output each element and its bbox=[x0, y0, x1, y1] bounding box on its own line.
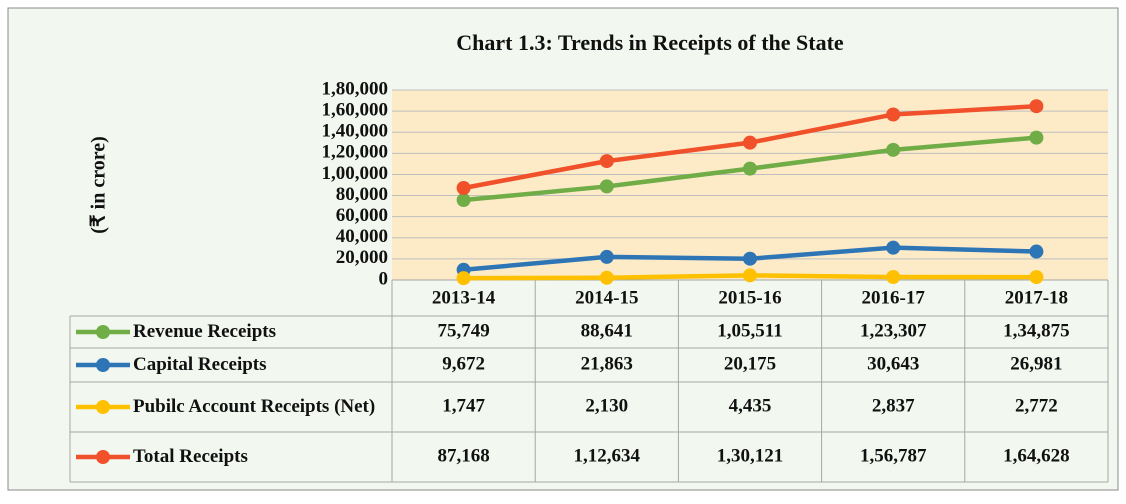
table-cell: 75,749 bbox=[437, 320, 489, 341]
series-marker bbox=[886, 107, 901, 122]
series-marker bbox=[743, 251, 757, 266]
legend-marker bbox=[96, 400, 110, 414]
legend-marker bbox=[96, 325, 110, 339]
table-cell: 1,23,307 bbox=[860, 320, 927, 341]
legend-cell: Capital Receipts bbox=[133, 348, 391, 382]
x-tick-label: 2015-16 bbox=[718, 287, 781, 308]
table-cell: 1,12,634 bbox=[574, 445, 641, 466]
x-tick-label: 2013-14 bbox=[432, 287, 496, 308]
series-marker bbox=[743, 268, 757, 283]
table-cell: 1,34,875 bbox=[1003, 320, 1070, 341]
table-cell: 2,837 bbox=[872, 395, 915, 416]
y-tick-label: 20,000 bbox=[336, 247, 388, 268]
series-marker bbox=[456, 271, 471, 286]
table-cell: 1,30,121 bbox=[717, 445, 784, 466]
table-cell: 30,643 bbox=[867, 353, 919, 374]
series-marker bbox=[599, 154, 614, 169]
table-cell: 1,747 bbox=[442, 395, 485, 416]
y-tick-label: 1,40,000 bbox=[322, 121, 389, 142]
series-marker bbox=[1029, 244, 1044, 259]
series-marker bbox=[599, 270, 614, 285]
table-cell: 1,05,511 bbox=[717, 320, 782, 341]
series-marker bbox=[886, 142, 901, 157]
y-tick-label: 1,20,000 bbox=[322, 142, 389, 163]
legend-label: Revenue Receipts bbox=[133, 321, 276, 342]
legend-cell: Total Receipts bbox=[133, 432, 391, 482]
legend-label-box: Total Receipts bbox=[133, 432, 391, 482]
series-marker bbox=[1029, 99, 1044, 114]
series-marker bbox=[599, 179, 614, 194]
table-cell: 20,175 bbox=[724, 353, 776, 374]
series-marker bbox=[1029, 270, 1044, 285]
x-tick-label: 2016-17 bbox=[862, 287, 926, 308]
table-cell: 26,981 bbox=[1010, 353, 1062, 374]
y-tick-label: 1,00,000 bbox=[322, 163, 389, 184]
x-tick-label: 2014-15 bbox=[575, 287, 638, 308]
y-tick-label: 40,000 bbox=[336, 226, 388, 247]
y-tick-label: 80,000 bbox=[336, 184, 388, 205]
table-cell: 87,168 bbox=[437, 445, 489, 466]
series-marker bbox=[743, 161, 757, 176]
y-tick-label: 1,60,000 bbox=[322, 99, 389, 120]
legend-marker bbox=[96, 358, 110, 372]
series-marker bbox=[886, 240, 901, 255]
series-marker bbox=[456, 180, 471, 195]
table-cell: 1,56,787 bbox=[860, 445, 927, 466]
legend-label-box: Revenue Receipts bbox=[133, 316, 391, 348]
legend-label: Pubilc Account Receipts (Net) bbox=[133, 396, 376, 417]
y-tick-label: 0 bbox=[379, 268, 389, 289]
chart-title: Chart 1.3: Trends in Receipts of the Sta… bbox=[456, 30, 844, 55]
table-cell: 1,64,628 bbox=[1003, 445, 1070, 466]
series-marker bbox=[743, 135, 757, 150]
legend-label-box: Capital Receipts bbox=[133, 348, 391, 382]
legend-cell: Pubilc Account Receipts (Net) bbox=[133, 382, 391, 432]
series-marker bbox=[456, 193, 471, 208]
legend-label-box: Pubilc Account Receipts (Net) bbox=[133, 382, 391, 432]
table-cell: 2,130 bbox=[585, 395, 628, 416]
x-tick-label: 2017-18 bbox=[1005, 287, 1068, 308]
legend-marker bbox=[96, 450, 110, 464]
y-tick-label: 60,000 bbox=[336, 205, 388, 226]
table-cell: 88,641 bbox=[581, 320, 633, 341]
table-cell: 2,772 bbox=[1015, 395, 1058, 416]
series-marker bbox=[599, 249, 614, 264]
legend-label: Capital Receipts bbox=[133, 354, 267, 375]
series-marker bbox=[886, 270, 901, 285]
series-marker bbox=[1029, 130, 1044, 145]
y-axis-label: (₹ in crore) bbox=[88, 136, 110, 234]
y-tick-label: 1,80,000 bbox=[322, 78, 389, 99]
table-cell: 21,863 bbox=[581, 353, 633, 374]
legend-cell: Revenue Receipts bbox=[133, 316, 391, 348]
legend-label: Total Receipts bbox=[133, 446, 248, 467]
table-cell: 9,672 bbox=[442, 353, 485, 374]
table-cell: 4,435 bbox=[729, 395, 772, 416]
